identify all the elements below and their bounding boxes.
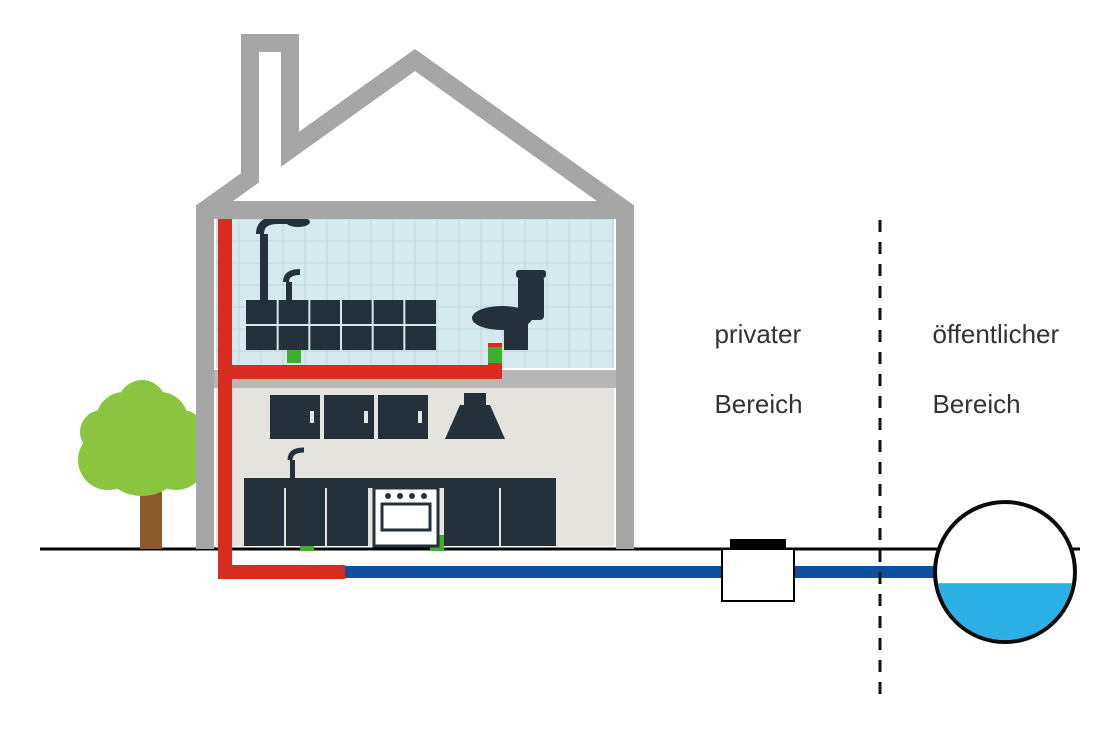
label-private-line2: Bereich [714,389,802,419]
label-public-line1: öffentlicher [932,319,1059,349]
blue-pipe [345,566,946,578]
label-private: privater Bereich [700,282,803,422]
label-public: öffentlicher Bereich [918,282,1059,422]
tree-foliage [78,380,206,496]
inspection-chamber [722,549,794,601]
label-public-line2: Bereich [932,389,1020,419]
sewer-water [935,583,1075,642]
label-private-line1: privater [714,319,801,349]
chamber-lid [730,539,786,549]
trap-1 [488,347,502,363]
